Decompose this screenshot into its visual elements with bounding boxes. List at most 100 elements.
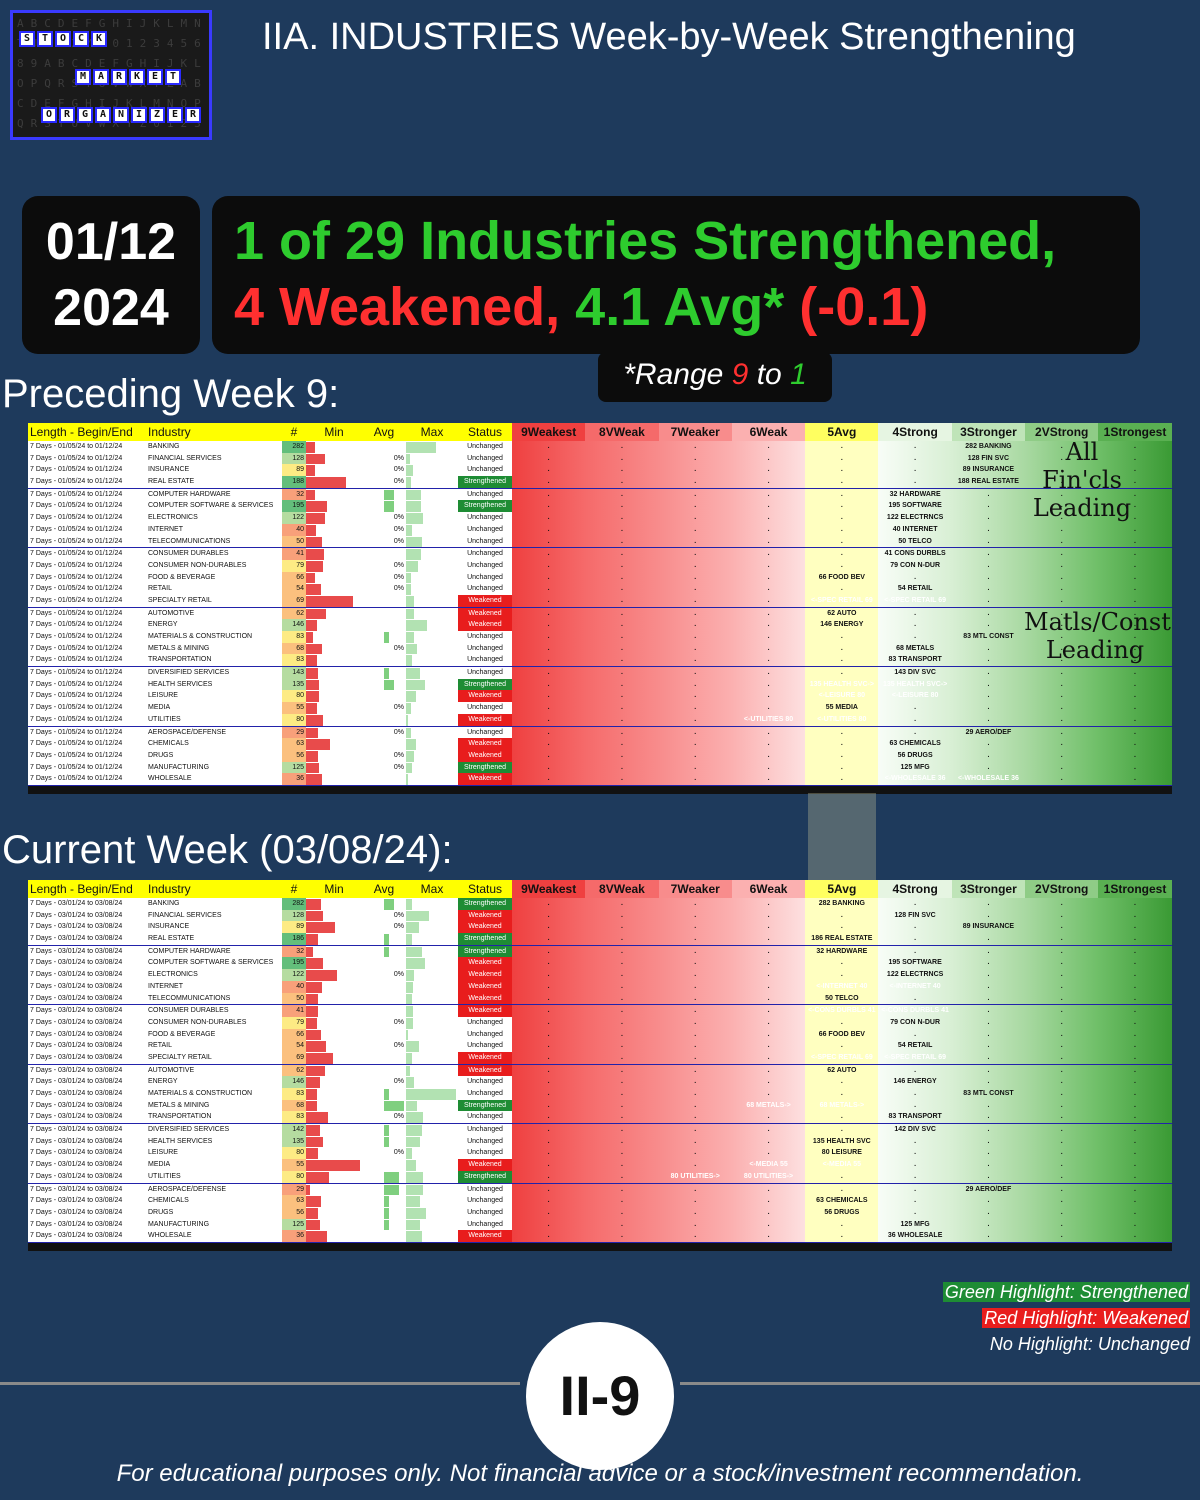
row-max: 12%	[406, 1017, 458, 1029]
table-row: 7 Days - 01/05/24 to 01/12/24BANKING282-…	[28, 441, 1172, 453]
row-period: 7 Days - 01/05/24 to 01/12/24	[30, 680, 123, 688]
row-max: 10%	[406, 933, 458, 945]
row-avg: 2%	[362, 679, 406, 691]
logo-letter: N	[113, 107, 129, 123]
row-period: 7 Days - 01/05/24 to 01/12/24	[30, 775, 123, 783]
row-max: 22%	[406, 921, 458, 934]
rank-cell: .	[512, 1111, 586, 1124]
row-min: -14%	[306, 750, 362, 762]
row-count: 41	[282, 548, 306, 560]
row-min: -61%	[306, 1159, 362, 1171]
row-count: 54	[282, 1040, 306, 1052]
row-industry: CONSUMER DURABLES	[148, 550, 229, 558]
row-count: 89	[282, 464, 306, 477]
rank-cell: <-UTILITIES 80	[731, 713, 806, 726]
row-max: 14%	[406, 631, 458, 643]
min-bar	[306, 934, 318, 945]
avg-bar	[384, 1100, 404, 1112]
rank-cell: .	[585, 631, 659, 643]
row-industry: AEROSPACE/DEFENSE	[148, 728, 227, 736]
avg-bar	[384, 899, 394, 910]
max-bar	[406, 1041, 419, 1052]
row-status: Weakened	[458, 909, 512, 922]
row-period: 7 Days - 03/01/24 to 03/08/24	[30, 1126, 123, 1134]
row-count: 55	[282, 1159, 306, 1171]
row-max: 35%	[406, 619, 458, 631]
rank-cell: .	[512, 1135, 586, 1148]
row-count: 83	[282, 631, 306, 643]
rank-cell: .	[658, 1218, 732, 1231]
rank-cell: 63 CHEMICALS	[878, 738, 952, 750]
row-status: Unchanged	[467, 1137, 503, 1145]
rank-cell: .	[1098, 980, 1172, 993]
rank-cell: .	[1025, 583, 1099, 595]
rank-cell: 62 AUTO	[805, 1064, 879, 1077]
rank-cell: .	[805, 773, 879, 785]
max-bar	[406, 655, 413, 667]
min-bar	[306, 970, 337, 981]
rank-cell: .	[1025, 1099, 1099, 1112]
row-count: 32	[282, 488, 306, 501]
row-avg-value: 0%	[393, 1018, 404, 1026]
rank-cell: .	[805, 535, 879, 548]
row-status: Strengthened	[458, 933, 512, 945]
row-count: 63	[282, 1195, 306, 1207]
rank-cell: 195 SOFTWARE	[878, 957, 952, 970]
rank-cell: .	[731, 1051, 806, 1064]
rank-cell: .	[878, 1170, 952, 1183]
rank-cell: .	[512, 1051, 586, 1064]
note-line: All Fin'cls	[1042, 438, 1122, 494]
row-industry: METALS & MINING	[148, 644, 210, 652]
rank-cell: .	[585, 1076, 659, 1088]
rank-cell: .	[951, 738, 1026, 750]
rank-cell: <-INTERNET 40	[878, 980, 952, 993]
row-min: -15%	[306, 679, 362, 691]
rank-cell: .	[951, 992, 1026, 1005]
rank-cell: 135 HEALTH SVC	[805, 1135, 879, 1148]
max-bar	[406, 1219, 420, 1231]
table-row: 7 Days - 03/01/24 to 03/08/24 AEROSPACE/D…	[28, 1183, 1172, 1196]
table-row: 7 Days - 03/01/24 to 03/08/24 AUTOMOTIVE 6…	[28, 1064, 1172, 1077]
rank-cell: .	[731, 726, 806, 739]
rank-cell: .	[731, 738, 806, 750]
rank-cell: .	[878, 1064, 952, 1077]
range-note: *Range 9 to 1	[598, 352, 832, 402]
rank-cell: .	[585, 1135, 659, 1148]
rank-cell: .	[1098, 452, 1172, 465]
row-status: Unchanged	[467, 1197, 503, 1205]
row-industry: INTERNET	[148, 525, 183, 533]
row-industry: UTILITIES	[148, 1172, 181, 1180]
row-status: Weakened	[458, 1159, 512, 1171]
row-avg: -2%	[362, 993, 406, 1005]
table-row: 7 Days - 03/01/24 to 03/08/24 DRUGS 56-13%…	[28, 1206, 1172, 1219]
table-row: 7 Days - 01/05/24 to 01/12/24 MEDIA 55-12%…	[28, 702, 1172, 714]
row-industry: TRANSPORTATION	[148, 656, 212, 664]
rank-cell: 54 RETAIL	[878, 583, 952, 595]
max-bar	[406, 620, 428, 631]
max-bar	[406, 1112, 424, 1124]
logo-letter: G	[77, 107, 93, 123]
rank-cell: .	[585, 607, 659, 620]
rank-cell: 135 HEALTH SVC->	[878, 678, 952, 691]
row-industry: FOOD & BEVERAGE	[148, 1030, 216, 1038]
max-bar	[406, 1184, 424, 1196]
rank-cell: .	[1098, 749, 1172, 762]
rank-cell: .	[1025, 678, 1099, 691]
rank-cell: .	[878, 1159, 952, 1171]
row-max: 16%	[406, 1159, 458, 1171]
avg-bar	[384, 1089, 389, 1100]
row-min: -11%	[306, 524, 362, 536]
row-max: 28%	[406, 1171, 458, 1183]
rank-cell: .	[585, 1005, 659, 1017]
max-bar	[406, 1231, 423, 1242]
row-count: 32	[282, 945, 306, 958]
rank-cell: .	[658, 642, 732, 655]
rank-cell: .	[1098, 773, 1172, 785]
row-avg: 2%	[362, 898, 406, 910]
rank-cell: .	[731, 607, 806, 620]
row-min: -17%	[306, 583, 362, 595]
rank-cell: .	[731, 921, 806, 934]
table-row: 7 Days - 03/01/24 to 03/08/24 INSURANCE 89…	[28, 921, 1172, 934]
rank-cell: .	[731, 464, 806, 477]
